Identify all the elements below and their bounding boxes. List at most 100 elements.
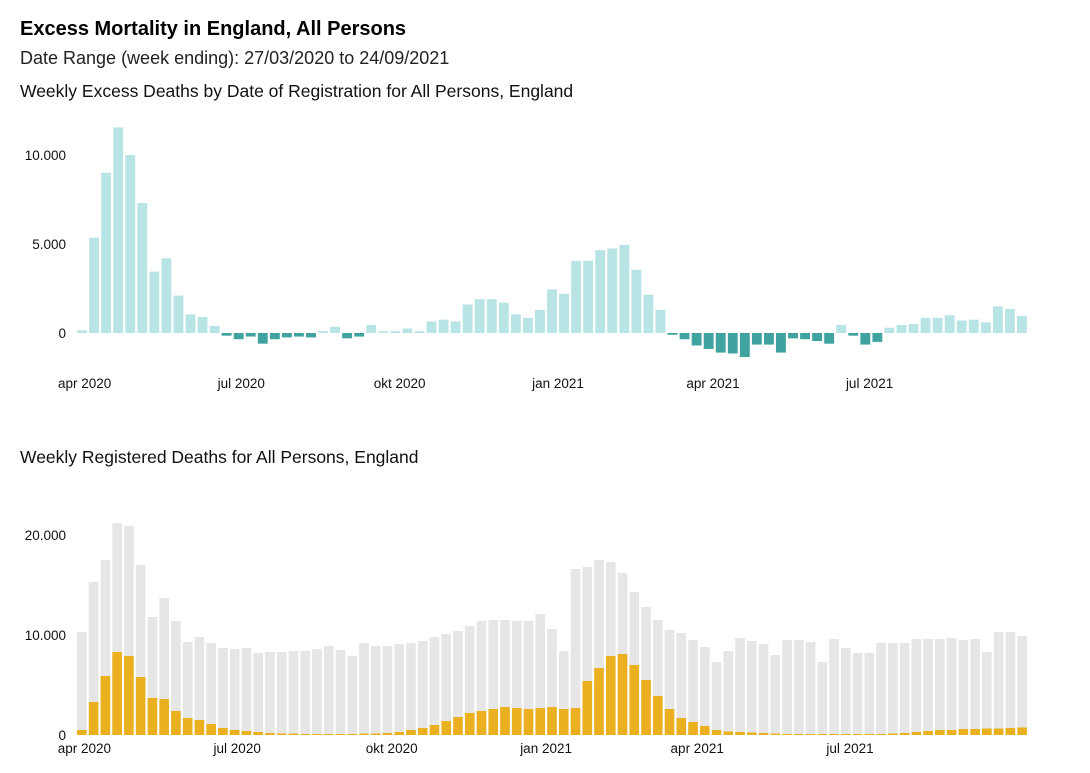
y-tick-label: 10.000 bbox=[25, 148, 66, 163]
total-deaths-bar bbox=[770, 655, 781, 735]
excess-bar bbox=[89, 237, 100, 333]
total-deaths-bar bbox=[594, 560, 604, 735]
covid-deaths-bar bbox=[241, 731, 252, 735]
excess-bar bbox=[812, 333, 823, 342]
total-deaths-bar bbox=[476, 621, 487, 735]
excess-bar bbox=[932, 317, 943, 333]
covid-deaths-bar bbox=[464, 713, 475, 735]
excess-bar bbox=[113, 127, 124, 333]
excess-bar bbox=[631, 269, 642, 333]
excess-bar bbox=[77, 330, 87, 333]
total-deaths-bar bbox=[453, 631, 463, 735]
covid-deaths-bar bbox=[641, 680, 651, 735]
excess-bar bbox=[221, 333, 232, 336]
excess-bar bbox=[535, 309, 545, 333]
excess-bar bbox=[583, 260, 594, 333]
excess-deaths-chart: 0 5.000 10.000 apr 2020 jul 2020 okt 2020 jan … bbox=[25, 127, 1027, 391]
y-tick-label: 5.000 bbox=[32, 237, 66, 252]
excess-bar bbox=[908, 324, 919, 333]
covid-deaths-bar bbox=[370, 733, 381, 735]
excess-bar bbox=[571, 260, 582, 333]
covid-deaths-bar bbox=[699, 726, 710, 735]
total-deaths-bar bbox=[500, 620, 510, 735]
total-deaths-bar bbox=[359, 643, 369, 735]
covid-deaths-bar bbox=[523, 709, 534, 735]
covid-deaths-bar bbox=[312, 734, 322, 735]
excess-bar bbox=[330, 326, 341, 333]
excess-bar bbox=[137, 203, 148, 333]
x-tick-label: jan 2021 bbox=[531, 376, 584, 391]
excess-bar bbox=[101, 172, 112, 333]
total-deaths-bar bbox=[382, 646, 393, 735]
covid-deaths-bar bbox=[652, 696, 663, 735]
total-deaths-bar bbox=[147, 617, 158, 735]
excess-bar bbox=[161, 258, 172, 333]
total-deaths-bar bbox=[300, 651, 311, 735]
total-deaths-bar bbox=[876, 643, 886, 735]
excess-bar bbox=[872, 333, 883, 342]
covid-deaths-bar bbox=[594, 668, 604, 735]
covid-deaths-bar bbox=[841, 734, 851, 735]
x-tick-label: jan 2021 bbox=[519, 741, 572, 756]
total-deaths-bar bbox=[794, 640, 804, 735]
covid-deaths-bar bbox=[1005, 728, 1016, 735]
excess-bar bbox=[245, 333, 256, 337]
covid-deaths-bar bbox=[500, 707, 510, 735]
excess-bar bbox=[306, 333, 316, 338]
covid-deaths-bar bbox=[359, 733, 369, 735]
excess-bar bbox=[884, 327, 895, 333]
registered-deaths-chart-title: Weekly Registered Deaths for All Persons… bbox=[20, 447, 419, 467]
excess-bar bbox=[980, 322, 991, 333]
total-deaths-bar bbox=[511, 621, 522, 735]
covid-deaths-bar bbox=[441, 721, 452, 735]
covid-deaths-bar bbox=[194, 720, 205, 735]
excess-bar bbox=[522, 317, 533, 333]
excess-bar bbox=[944, 315, 955, 333]
excess-bar bbox=[257, 333, 268, 344]
excess-bar bbox=[149, 271, 160, 333]
total-deaths-bar bbox=[746, 641, 757, 735]
covid-deaths-bar bbox=[746, 732, 757, 735]
covid-deaths-bar bbox=[676, 718, 687, 735]
excess-bar bbox=[800, 333, 810, 340]
covid-deaths-bar bbox=[958, 729, 969, 735]
excess-bar bbox=[318, 331, 328, 333]
excess-bar bbox=[438, 319, 449, 333]
covid-deaths-bar bbox=[124, 656, 134, 735]
excess-bar bbox=[390, 331, 401, 333]
covid-deaths-bar bbox=[382, 733, 393, 735]
total-deaths-bar bbox=[124, 526, 134, 735]
y-tick-label: 0 bbox=[58, 326, 66, 341]
excess-bar bbox=[860, 333, 871, 345]
covid-deaths-bar bbox=[547, 707, 557, 735]
total-deaths-bar bbox=[641, 607, 651, 735]
total-deaths-bar bbox=[265, 652, 275, 735]
total-deaths-bar bbox=[488, 620, 499, 735]
total-deaths-bar bbox=[347, 656, 358, 735]
excess-bar bbox=[125, 155, 136, 333]
covid-deaths-bar bbox=[182, 718, 193, 735]
total-deaths-bar bbox=[547, 629, 557, 735]
excess-deaths-chart-title: Weekly Excess Deaths by Date of Registra… bbox=[20, 81, 574, 101]
excess-bar bbox=[378, 331, 389, 333]
total-deaths-bar bbox=[206, 643, 216, 735]
covid-deaths-bar bbox=[617, 654, 628, 735]
page-title: Excess Mortality in England, All Persons bbox=[20, 18, 407, 40]
total-deaths-bar bbox=[429, 637, 440, 735]
covid-deaths-bar bbox=[429, 725, 440, 735]
total-deaths-bar bbox=[171, 621, 181, 735]
covid-deaths-bar bbox=[323, 734, 334, 735]
total-deaths-bar bbox=[852, 653, 863, 735]
total-deaths-bar bbox=[288, 651, 299, 735]
total-deaths-bar bbox=[370, 646, 381, 735]
total-deaths-bar bbox=[182, 642, 193, 735]
covid-deaths-bar bbox=[770, 733, 781, 735]
total-deaths-bar bbox=[829, 639, 839, 735]
total-deaths-bar bbox=[241, 648, 252, 735]
total-deaths-bar bbox=[982, 652, 992, 735]
covid-deaths-bar bbox=[993, 728, 1004, 735]
excess-bar bbox=[474, 299, 485, 333]
registered-deaths-chart: 0 10.000 20.000 apr 2020 jul 2020 okt 2020 jan… bbox=[25, 523, 1027, 756]
excess-bar bbox=[1004, 308, 1015, 333]
excess-bar bbox=[414, 331, 425, 333]
